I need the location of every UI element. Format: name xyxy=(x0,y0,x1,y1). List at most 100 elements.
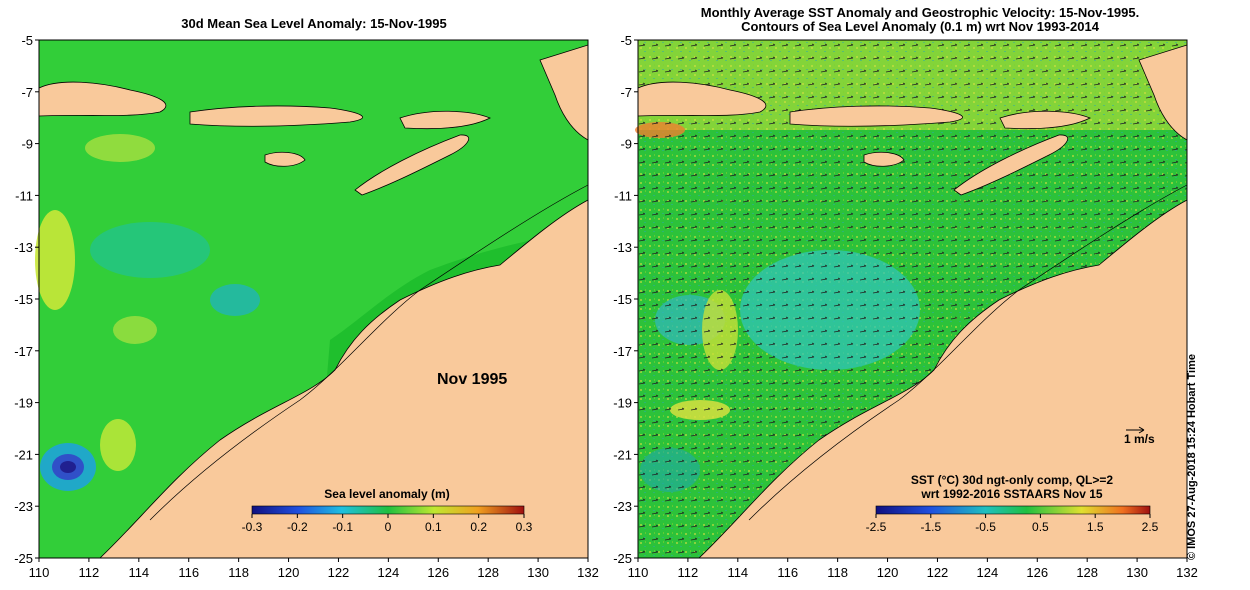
left-anomaly-yellow xyxy=(35,210,75,310)
left-y-tick-label: -19 xyxy=(14,396,33,411)
left-x-tick-label: 132 xyxy=(577,565,599,580)
left-x-tick-label: 122 xyxy=(328,565,350,580)
right-colorbar-ticks: -2.5 -1.5 -0.5 0.5 1.5 2.5 xyxy=(866,514,1159,534)
left-land-flores xyxy=(399,110,491,130)
left-y-tick-label: -21 xyxy=(14,447,33,462)
left-y-tick-label: -17 xyxy=(14,344,33,359)
right-x-tick-label: 124 xyxy=(977,565,999,580)
left-colorbar-title: Sea level anomaly (m) xyxy=(324,487,449,501)
right-y-tick-label: -5 xyxy=(620,33,632,48)
scale-label: 1 m/s xyxy=(1124,432,1155,446)
left-date-label: Nov 1995 xyxy=(437,371,507,388)
left-y-tick-label: -13 xyxy=(14,240,33,255)
left-anomaly-yellow2 xyxy=(85,134,155,162)
right-colorbar-tick-label: 2.5 xyxy=(1142,520,1159,534)
left-y-tick-label: -11 xyxy=(15,188,33,203)
right-colorbar-tick-label: -0.5 xyxy=(975,520,996,534)
right-land-australia xyxy=(697,199,1188,559)
right-x-tick-label: 132 xyxy=(1176,565,1198,580)
left-x-tick-label: 110 xyxy=(29,565,50,580)
right-y-tick-label: -15 xyxy=(613,292,632,307)
right-map-title-line1: Monthly Average SST Anomaly and Geostrop… xyxy=(700,5,1140,20)
right-y-tick-label: -17 xyxy=(613,344,632,359)
right-colorbar xyxy=(875,505,1151,515)
left-colorbar xyxy=(251,505,525,515)
left-anomaly-cyan xyxy=(90,222,210,278)
left-x-tick-label: 116 xyxy=(178,565,199,580)
right-x-tick-label: 122 xyxy=(927,565,949,580)
right-x-tick-label: 130 xyxy=(1126,565,1148,580)
right-map-title-line2: Contours of Sea Level Anomaly (0.1 m) wr… xyxy=(741,19,1099,34)
right-x-tick-label: 120 xyxy=(877,565,899,580)
right-x-tick-label: 116 xyxy=(777,565,798,580)
right-x-tick-label: 126 xyxy=(1026,565,1048,580)
left-y-tick-label: -7 xyxy=(21,85,33,100)
left-x-tick-label: 114 xyxy=(128,565,149,580)
right-x-tick-label: 118 xyxy=(827,565,848,580)
left-colorbar-tick-label: 0.3 xyxy=(516,520,533,534)
right-colorbar-tick-label: -2.5 xyxy=(866,520,887,534)
right-map: 1 m/s SST (°C) 30d ngt-only comp, QL>=2 … xyxy=(635,39,1188,559)
right-colorbar-tick-label: 0.5 xyxy=(1032,520,1049,534)
left-anomaly-cyan2 xyxy=(210,284,260,316)
left-x-tick-label: 128 xyxy=(477,565,499,580)
left-colorbar-tick-label: 0 xyxy=(385,520,392,534)
left-map: Nov 1995 Sea level anomaly (m) -0.3 -0.2-… xyxy=(35,39,589,559)
right-land-nusa-tenggara xyxy=(789,105,963,127)
left-eddy-center xyxy=(60,461,76,473)
sst-legend-line1: SST (°C) 30d ngt-only comp, QL>=2 xyxy=(911,473,1113,487)
left-land-sumba xyxy=(264,151,306,167)
left-y-tick-label: -25 xyxy=(14,551,33,566)
right-x-tick-label: 128 xyxy=(1076,565,1098,580)
left-x-tick-label: 130 xyxy=(527,565,549,580)
left-land-australia xyxy=(98,199,589,559)
right-y-tick-label: -11 xyxy=(614,188,632,203)
left-y-tick-label: -9 xyxy=(21,137,33,152)
left-land-timor xyxy=(354,134,470,196)
left-x-tick-label: 124 xyxy=(378,565,400,580)
right-x-tick-label: 112 xyxy=(678,565,699,580)
sst-legend-line2: wrt 1992-2016 SSTAARS Nov 15 xyxy=(920,487,1103,501)
right-y-tick-label: -13 xyxy=(613,240,632,255)
left-y-tick-label: -15 xyxy=(14,292,33,307)
left-colorbar-tick-label: 0.1 xyxy=(425,520,442,534)
left-colorbar-ticks: -0.3 -0.2 -0.1 0 0.1 0.2 0.3 xyxy=(242,514,533,534)
left-y-tick-label: -23 xyxy=(14,499,33,514)
right-y-tick-label: -23 xyxy=(613,499,632,514)
left-map-title: 30d Mean Sea Level Anomaly: 15-Nov-1995 xyxy=(181,16,447,31)
left-colorbar-tick-label: 0.2 xyxy=(470,520,487,534)
left-x-tick-label: 112 xyxy=(79,565,100,580)
left-x-tick-label: 120 xyxy=(278,565,300,580)
right-colorbar-tick-label: 1.5 xyxy=(1087,520,1104,534)
right-land-timor xyxy=(953,134,1069,196)
right-sla-contour xyxy=(748,184,1188,521)
right-y-tick-label: -25 xyxy=(613,551,632,566)
left-map-deep-ocean xyxy=(39,40,588,558)
left-x-tick-label: 126 xyxy=(427,565,449,580)
left-colorbar-tick-label: -0.2 xyxy=(287,520,308,534)
left-anomaly-yellow3 xyxy=(113,316,157,344)
left-x-tick-label: 118 xyxy=(228,565,249,580)
left-land-java xyxy=(38,81,167,117)
right-land-java xyxy=(637,81,767,117)
left-shelf-contour xyxy=(149,184,589,521)
imos-credit: © IMOS 27-Aug-2018 15:24 Hobart Time xyxy=(1186,354,1198,560)
right-y-tick-label: -7 xyxy=(620,85,632,100)
right-land-sumba xyxy=(863,151,905,167)
scale-arrow-head xyxy=(1138,426,1145,434)
right-land-flores xyxy=(999,110,1091,130)
left-colorbar-tick-label: -0.1 xyxy=(332,520,353,534)
right-y-tick-label: -21 xyxy=(613,447,632,462)
right-y-tick-label: -9 xyxy=(620,137,632,152)
left-land-nusa-tenggara xyxy=(189,105,363,127)
left-anomaly-yellow4 xyxy=(100,419,136,471)
right-map-title: Monthly Average SST Anomaly and Geostrop… xyxy=(620,6,1220,34)
right-colorbar-tick-label: -1.5 xyxy=(920,520,941,534)
left-colorbar-tick-label: -0.3 xyxy=(242,520,263,534)
right-x-tick-label: 114 xyxy=(727,565,748,580)
left-y-tick-label: -5 xyxy=(21,33,33,48)
right-x-tick-label: 110 xyxy=(628,565,649,580)
